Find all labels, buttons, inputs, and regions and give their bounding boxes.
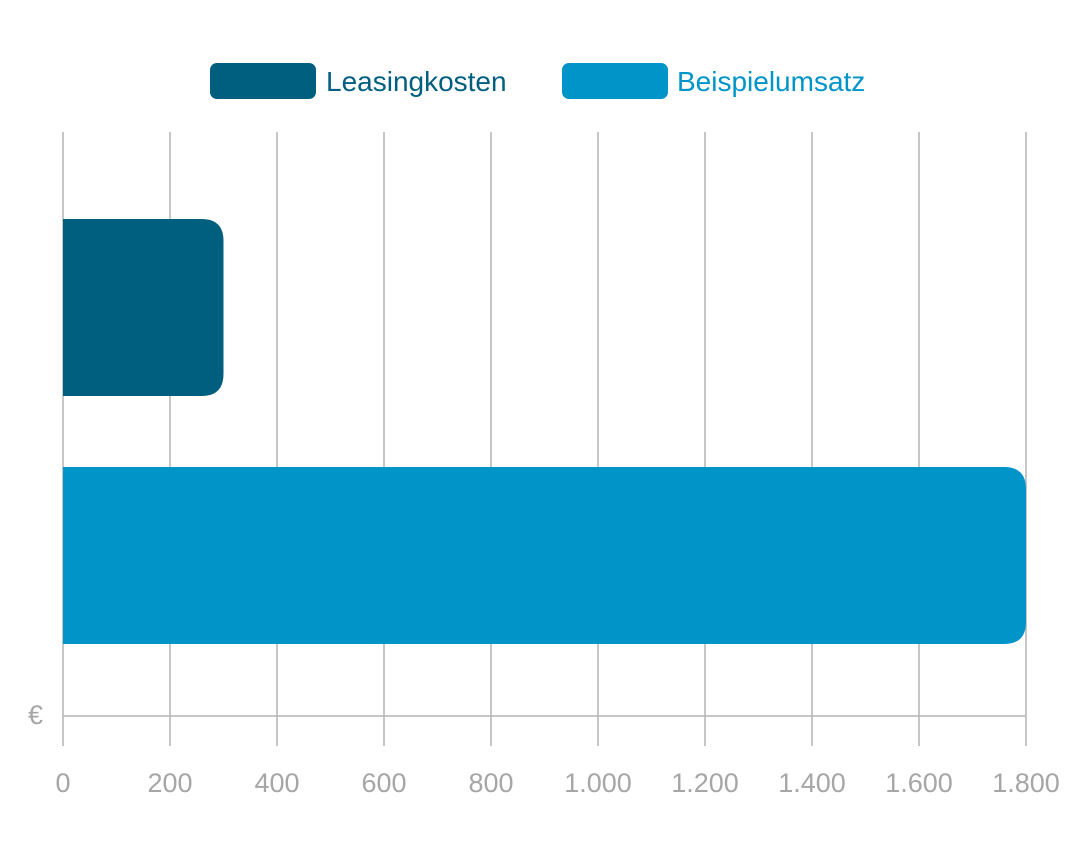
legend: Leasingkosten Beispielumsatz [210,63,865,99]
x-tick-label: 1.400 [778,768,846,798]
bar-beispielumsatz [63,467,1026,644]
x-tick-label: 1.000 [564,768,632,798]
bar-leasingkosten [63,219,224,396]
unit-label: € [28,700,43,730]
legend-label-leasingkosten: Leasingkosten [326,66,507,97]
x-tick-label: 400 [254,768,299,798]
x-tick-label: 200 [147,768,192,798]
x-tick-label: 1.800 [992,768,1060,798]
x-tick-label: 800 [468,768,513,798]
legend-swatch-beispielumsatz [562,63,668,99]
legend-swatch-leasingkosten [210,63,316,99]
x-tick-label: 0 [55,768,70,798]
legend-label-beispielumsatz: Beispielumsatz [677,66,865,97]
bars [63,219,1026,644]
x-tick-labels: 0 200 400 600 800 1.000 1.200 1.400 1.600 1.800 [55,768,1059,798]
x-tick-label: 1.600 [885,768,953,798]
x-tick-label: 1.200 [671,768,739,798]
x-tick-label: 600 [361,768,406,798]
